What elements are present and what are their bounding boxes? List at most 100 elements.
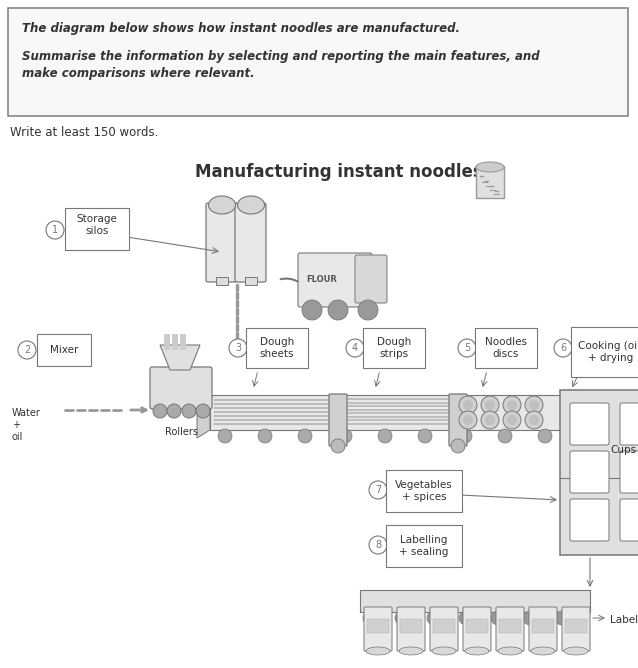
Circle shape: [463, 400, 473, 410]
Circle shape: [378, 429, 392, 443]
FancyBboxPatch shape: [570, 451, 609, 493]
FancyBboxPatch shape: [562, 607, 590, 651]
Circle shape: [369, 481, 387, 499]
FancyBboxPatch shape: [475, 328, 537, 368]
Text: Rollers: Rollers: [165, 427, 198, 437]
Circle shape: [498, 429, 512, 443]
Text: +: +: [12, 420, 20, 430]
FancyBboxPatch shape: [476, 166, 504, 198]
FancyBboxPatch shape: [570, 403, 609, 445]
FancyBboxPatch shape: [570, 499, 609, 541]
Circle shape: [507, 400, 517, 410]
Circle shape: [196, 404, 210, 418]
Text: Noodles
discs: Noodles discs: [485, 337, 527, 359]
Text: Vegetables
+ spices: Vegetables + spices: [395, 480, 453, 502]
FancyBboxPatch shape: [620, 451, 638, 493]
Ellipse shape: [498, 647, 522, 655]
FancyBboxPatch shape: [298, 253, 372, 307]
Text: FLOUR: FLOUR: [307, 275, 338, 285]
Circle shape: [363, 611, 377, 625]
Circle shape: [46, 221, 64, 239]
Circle shape: [529, 415, 539, 425]
Text: 7: 7: [375, 485, 381, 495]
Text: Dough
strips: Dough strips: [377, 337, 411, 359]
FancyBboxPatch shape: [532, 619, 554, 633]
FancyBboxPatch shape: [430, 607, 458, 651]
FancyBboxPatch shape: [329, 394, 347, 446]
Circle shape: [258, 429, 272, 443]
Circle shape: [481, 396, 499, 414]
Text: oil: oil: [12, 432, 24, 442]
Text: 4: 4: [352, 343, 358, 353]
Text: Cooking (oil)
+ drying: Cooking (oil) + drying: [578, 341, 638, 363]
FancyBboxPatch shape: [150, 367, 212, 409]
Circle shape: [525, 411, 543, 429]
Text: Storage
silos: Storage silos: [77, 214, 117, 236]
Text: Labelling
+ sealing: Labelling + sealing: [399, 535, 449, 557]
FancyBboxPatch shape: [65, 208, 129, 250]
Circle shape: [485, 400, 495, 410]
Circle shape: [523, 611, 537, 625]
Circle shape: [218, 429, 232, 443]
FancyBboxPatch shape: [386, 470, 462, 512]
Circle shape: [182, 404, 196, 418]
Ellipse shape: [209, 196, 235, 214]
Circle shape: [507, 415, 517, 425]
Circle shape: [481, 411, 499, 429]
FancyBboxPatch shape: [433, 619, 455, 633]
Ellipse shape: [465, 647, 489, 655]
Ellipse shape: [399, 647, 423, 655]
Text: Summarise the information by selecting and reporting the main features, and: Summarise the information by selecting a…: [22, 50, 540, 63]
Circle shape: [459, 411, 477, 429]
Circle shape: [529, 400, 539, 410]
FancyBboxPatch shape: [367, 619, 389, 633]
Circle shape: [451, 439, 465, 453]
Circle shape: [302, 300, 322, 320]
FancyBboxPatch shape: [529, 607, 557, 651]
Polygon shape: [197, 395, 210, 438]
Circle shape: [459, 611, 473, 625]
Circle shape: [418, 429, 432, 443]
Circle shape: [554, 339, 572, 357]
Text: The diagram below shows how instant noodles are manufactured.: The diagram below shows how instant nood…: [22, 22, 460, 35]
Text: Manufacturing instant noodles: Manufacturing instant noodles: [195, 163, 483, 181]
FancyBboxPatch shape: [246, 328, 308, 368]
Text: 8: 8: [375, 540, 381, 550]
FancyBboxPatch shape: [210, 395, 600, 430]
FancyBboxPatch shape: [571, 327, 638, 377]
Ellipse shape: [237, 196, 265, 214]
Text: Labels: Labels: [610, 615, 638, 625]
FancyBboxPatch shape: [496, 607, 524, 651]
Ellipse shape: [366, 647, 390, 655]
FancyBboxPatch shape: [216, 277, 228, 285]
Text: 3: 3: [235, 343, 241, 353]
Text: Water: Water: [12, 408, 41, 418]
FancyBboxPatch shape: [620, 403, 638, 445]
Circle shape: [358, 300, 378, 320]
FancyBboxPatch shape: [364, 607, 392, 651]
Circle shape: [229, 339, 247, 357]
FancyBboxPatch shape: [449, 394, 467, 446]
Circle shape: [458, 339, 476, 357]
FancyBboxPatch shape: [8, 8, 628, 116]
FancyBboxPatch shape: [245, 277, 257, 285]
FancyBboxPatch shape: [397, 607, 425, 651]
Circle shape: [503, 411, 521, 429]
FancyBboxPatch shape: [560, 390, 638, 555]
FancyBboxPatch shape: [363, 328, 425, 368]
Polygon shape: [160, 345, 200, 370]
FancyBboxPatch shape: [172, 334, 178, 350]
Circle shape: [578, 429, 592, 443]
Text: 5: 5: [464, 343, 470, 353]
FancyBboxPatch shape: [463, 607, 491, 651]
FancyBboxPatch shape: [164, 334, 170, 350]
Text: 2: 2: [24, 345, 30, 355]
Circle shape: [346, 339, 364, 357]
Circle shape: [538, 429, 552, 443]
Circle shape: [167, 404, 181, 418]
Circle shape: [463, 415, 473, 425]
Ellipse shape: [476, 162, 504, 172]
Circle shape: [328, 300, 348, 320]
FancyBboxPatch shape: [37, 334, 91, 366]
Ellipse shape: [531, 647, 555, 655]
